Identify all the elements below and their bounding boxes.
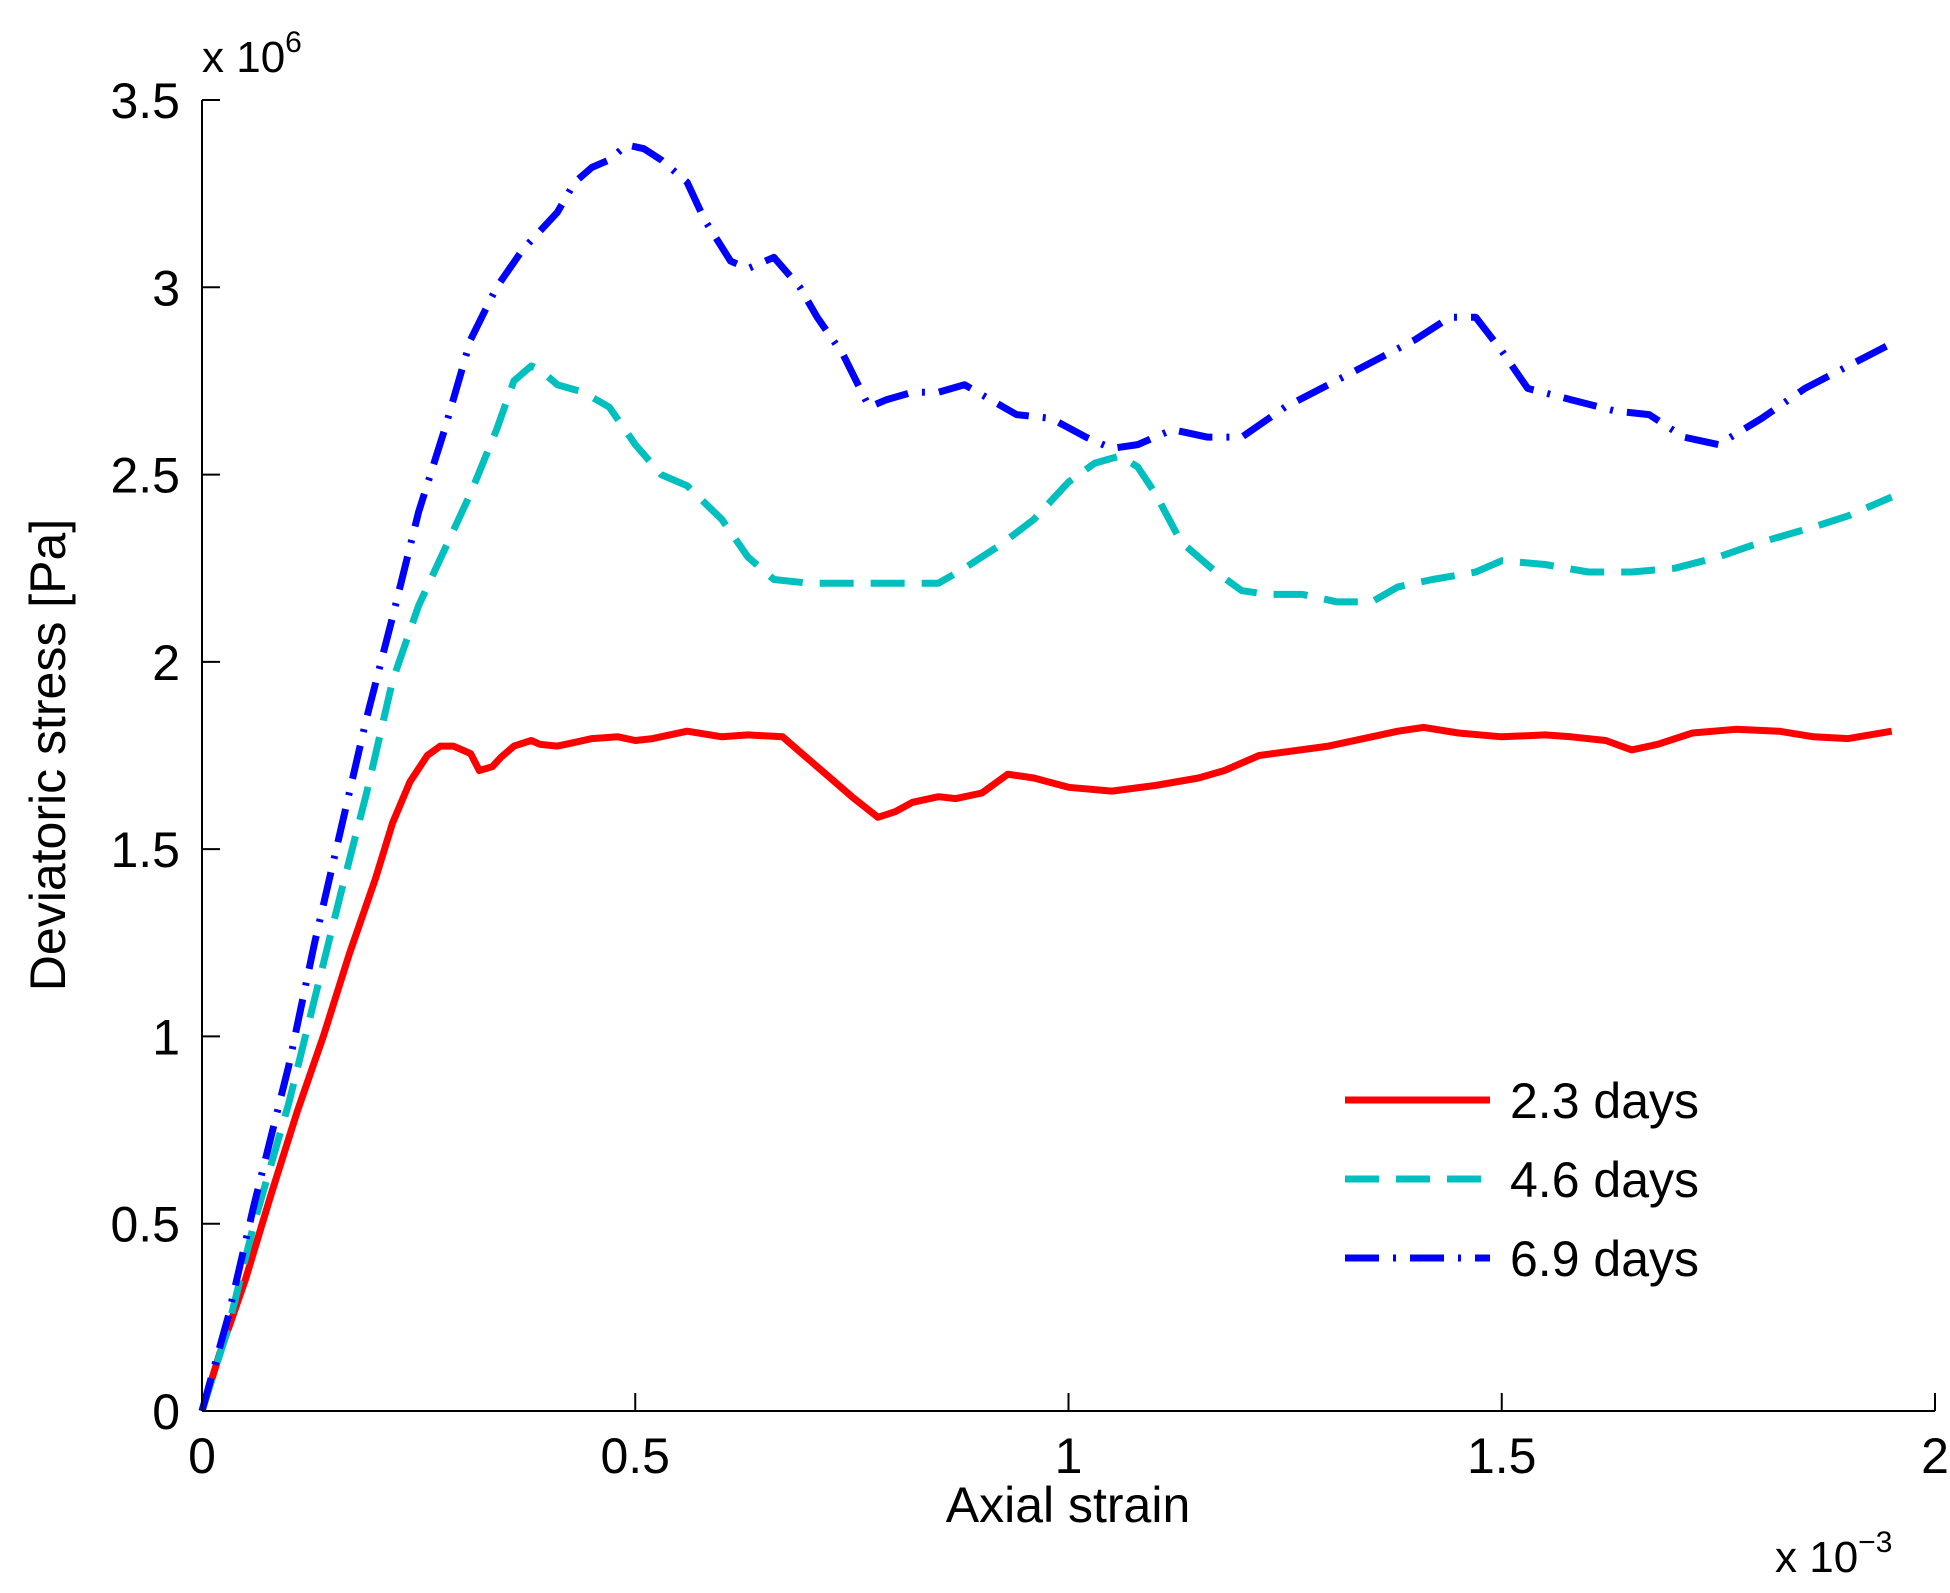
y-tick-label: 1.5 — [110, 822, 180, 878]
y-tick-label: 2 — [152, 635, 180, 691]
legend-label-3: 6.9 days — [1510, 1231, 1699, 1287]
y-tick-label: 3.5 — [110, 73, 180, 129]
x-tick-label: 0.5 — [600, 1428, 670, 1484]
legend-label-2: 4.6 days — [1510, 1152, 1699, 1208]
x-tick-label: 2 — [1921, 1428, 1949, 1484]
series-layer — [198, 141, 1894, 1413]
y-tick-label: 0.5 — [110, 1197, 180, 1253]
x-multiplier-exponent: −3 — [1858, 1526, 1892, 1559]
x-tick-label: 0 — [188, 1428, 216, 1484]
y-tick-label: 3 — [152, 260, 180, 316]
x-tick-label: 1.5 — [1467, 1428, 1537, 1484]
y-multiplier-base: x 10 — [202, 33, 285, 82]
ticks-layer: 0 0.5 1 1.5 2 0 0.5 1 1.5 2 2.5 3 3.5 — [110, 73, 1948, 1484]
y-tick-label: 1 — [152, 1009, 180, 1065]
series-line-1 — [198, 723, 1893, 1413]
series-line-2 — [198, 362, 1894, 1413]
y-multiplier-exponent: 6 — [285, 26, 302, 59]
legend: 2.3 days 4.6 days 6.9 days — [1345, 1073, 1699, 1287]
x-multiplier: x 10−3 — [1775, 1526, 1892, 1582]
y-tick-label: 2.5 — [110, 448, 180, 504]
y-tick-label: 0 — [152, 1384, 180, 1440]
x-multiplier-base: x 10 — [1775, 1533, 1858, 1582]
x-axis-label: Axial strain — [946, 1477, 1191, 1533]
legend-label-1: 2.3 days — [1510, 1073, 1699, 1129]
series-line-3 — [198, 141, 1894, 1412]
x-tick-label: 1 — [1055, 1428, 1083, 1484]
y-axis-label: Deviatoric stress [Pa] — [20, 519, 76, 991]
y-multiplier: x 106 — [202, 26, 302, 82]
